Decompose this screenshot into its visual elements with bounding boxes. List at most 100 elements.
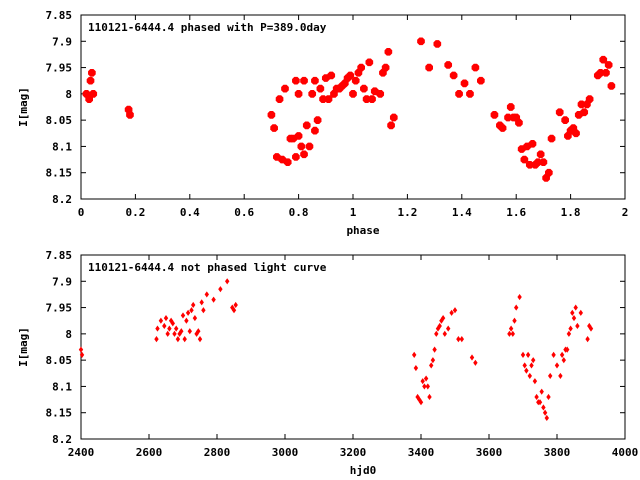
data-point [536,150,545,159]
data-point [490,111,499,119]
data-point [85,95,93,103]
data-point [316,84,325,93]
data-point [167,325,172,332]
y-tick-label: 7.9 [52,275,72,288]
data-point [231,307,237,314]
data-point [417,37,425,46]
data-point [126,111,134,119]
data-point [555,108,564,117]
x-tick-label: 1.8 [561,206,581,219]
data-point [565,346,570,353]
x-tick-label: 4000 [612,446,639,459]
data-point [566,330,572,337]
x-tick-label: 1.2 [397,206,417,219]
data-point [455,90,463,98]
data-point [449,309,454,316]
data-point [432,346,437,353]
data-point [434,330,439,337]
data-point [541,404,546,411]
data-point [184,317,189,324]
data-point [440,315,446,322]
data-point [437,322,442,330]
data-point [546,393,551,401]
data-point [427,393,432,401]
data-point [578,309,583,316]
data-point [425,63,433,72]
data-point [292,153,300,161]
data-point [313,116,322,124]
data-point [376,90,385,98]
data-point [422,383,427,390]
data-point [327,71,336,80]
data-point [368,95,376,103]
plot-frame [80,14,626,200]
data-point [182,336,187,343]
data-point [515,118,523,127]
data-point [585,95,594,103]
data-point [294,90,303,98]
data-point [292,76,300,85]
x-tick-label: 1.4 [452,206,472,219]
data-point [459,336,464,343]
data-point [275,95,284,103]
data-point [170,320,175,327]
chart-title: 110121-6444.4 not phased light curve [88,261,327,274]
x-tick-label: 3200 [340,446,367,459]
data-point [319,95,327,103]
data-point [189,307,194,314]
data-point [86,76,95,85]
data-point [580,108,589,117]
data-point [412,351,417,358]
data-point [528,139,537,148]
data-point [305,142,314,151]
data-point [300,76,308,85]
y-tick-label: 8.2 [52,433,72,446]
x-tick-label: 0.4 [180,206,200,219]
x-tick-label: 3000 [272,446,299,459]
data-point [294,132,303,140]
data-point [568,325,573,332]
data-point [498,124,507,132]
y-tick-label: 7.95 [46,62,73,75]
data-point [191,301,196,309]
data-point [163,315,169,322]
data-point [281,84,289,93]
data-point [466,90,474,98]
data-point [180,312,186,319]
data-point [420,378,425,385]
data-point [596,68,605,77]
data-point [514,304,519,311]
data-point [599,55,608,64]
data-point [534,393,539,401]
data-point [507,330,512,337]
data-point [430,357,436,364]
y-tick-label: 8.15 [46,167,73,180]
phased-light-curve-plot: 0 0.2 0.4 0.6 0.8 1 1.2 1.4 1.6 1.8 2 7.85 7.9 7.95 8 8… [17,9,628,237]
data-point [604,61,613,69]
data-point [297,142,306,151]
data-point [510,330,515,337]
data-point [425,383,430,390]
data-point [558,372,563,379]
data-point [270,124,278,132]
data-point [162,322,167,330]
data-point [381,63,390,72]
data-point [531,357,536,364]
x-tick-label: 3600 [476,446,503,459]
data-point [532,378,538,385]
y-tick-label: 8.1 [52,140,72,153]
data-point [165,330,170,337]
data-point [311,126,319,135]
data-point [561,116,569,124]
data-point [204,291,209,298]
y-tick-label: 8.15 [46,407,73,420]
data-point [267,111,276,119]
data-point [283,158,292,167]
y-tick-label: 8 [65,328,72,341]
data-point [88,68,96,77]
data-point [473,359,478,366]
data-point [527,372,532,379]
data-point [197,336,203,343]
data-point [172,330,177,337]
data-point [196,328,201,335]
